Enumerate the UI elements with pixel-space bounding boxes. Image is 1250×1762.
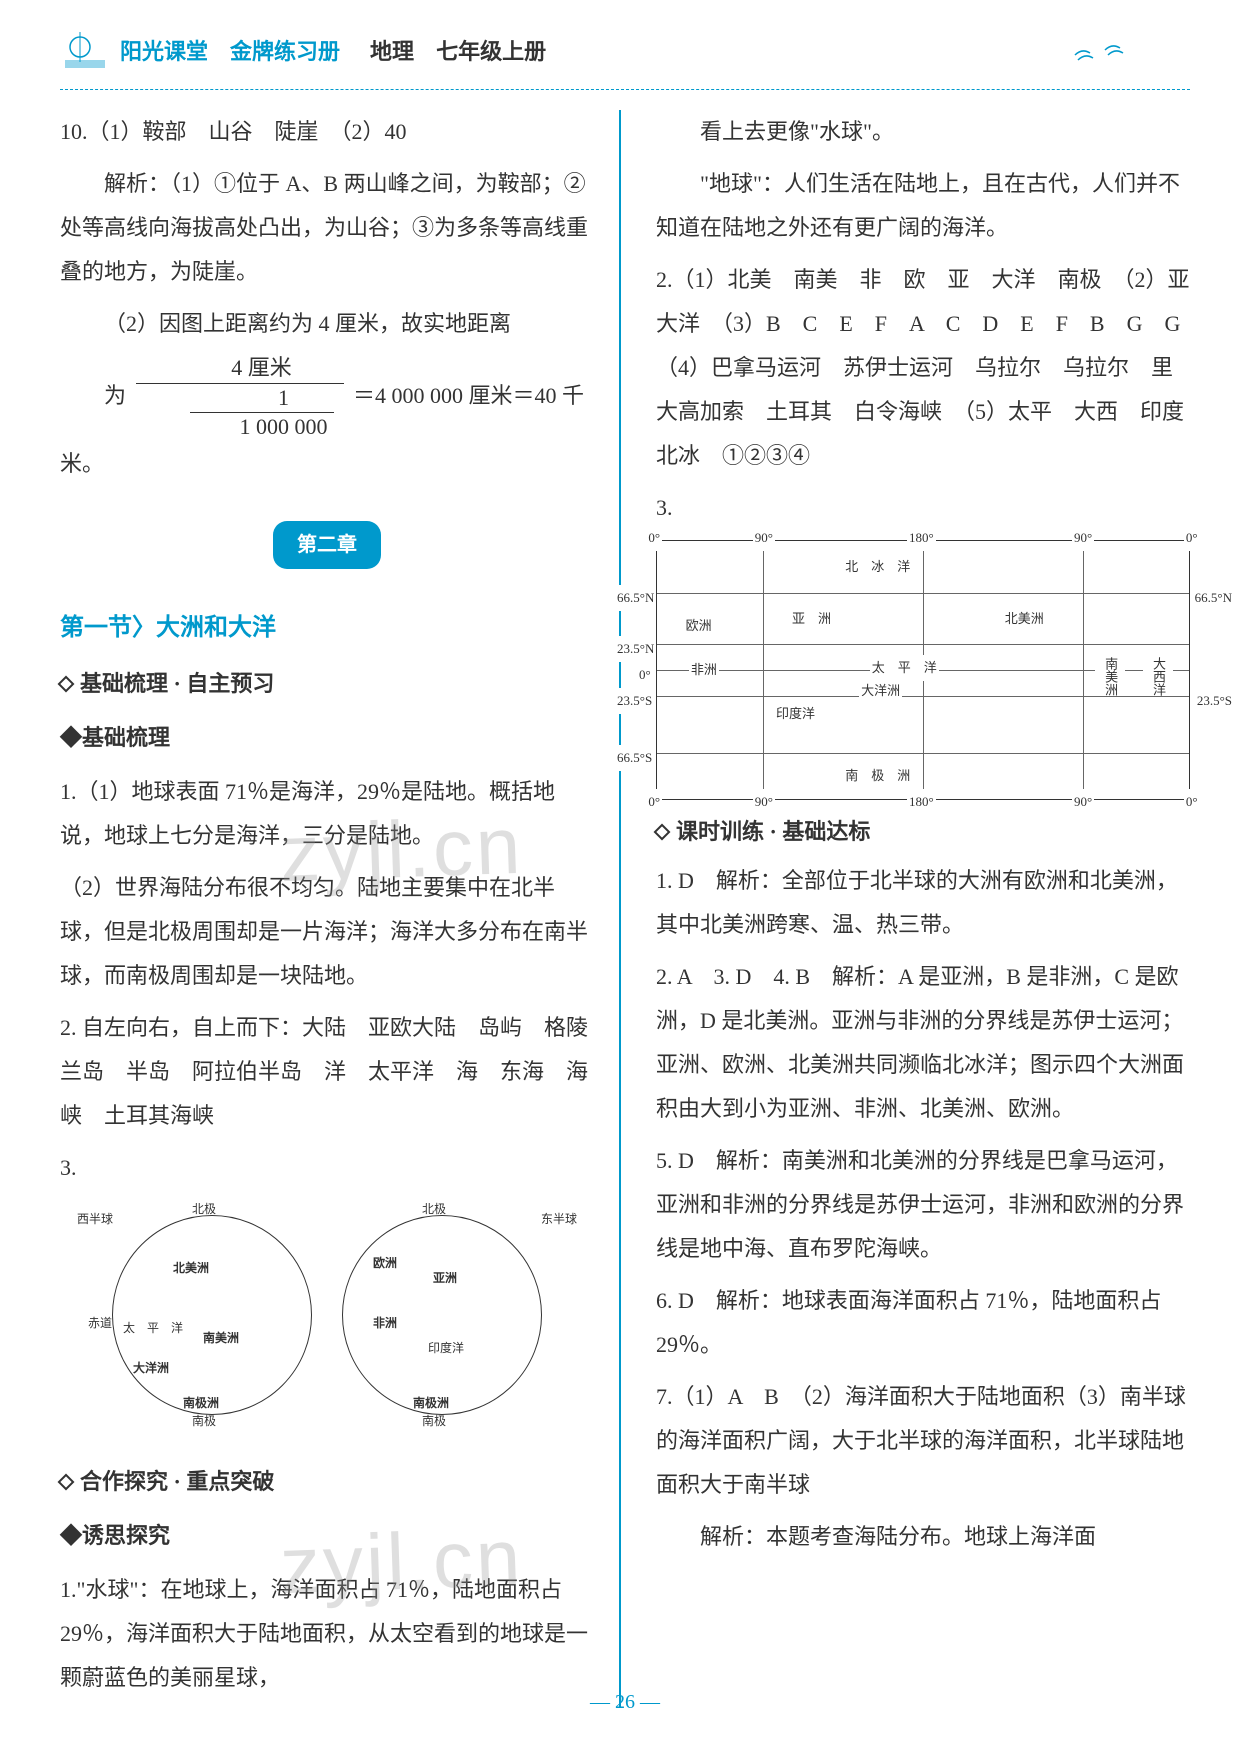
q2: 2.（1）北美 南美 非 欧 亚 大洋 南极 （2）亚 大洋 （3）B C E … <box>656 258 1190 478</box>
a6: 6. D 解析：地球表面海洋面积占 71％，陆地面积占 29％。 <box>656 1279 1190 1367</box>
p1-2: （2）世界海陆分布很不均匀。陆地主要集中在北半球，但是北极周围却是一片海洋；海洋… <box>60 866 594 998</box>
q10-formula: 为 4 厘米 1 1 000 000 ＝4 000 000 厘米＝40 千米。 <box>60 354 594 486</box>
basics-header: ◆基础梳理 <box>60 716 594 760</box>
page-header: 阳光课堂 金牌练习册 地理 七年级上册 <box>60 30 1190 90</box>
tq1: 1."水球"：在地球上，海洋面积占 71％，陆地面积占 29％，海洋面积大于陆地… <box>60 1568 594 1700</box>
p1-1: 1.（1）地球表面 71％是海洋，29％是陆地。概括地说，地球上七分是海洋，三分… <box>60 770 594 858</box>
west-hemisphere: 北美洲 南美洲 赤道 太 平 洋 大洋洲 南极洲 <box>112 1215 312 1415</box>
q10-analysis-1: 解析：（1）①位于 A、B 两山峰之间，为鞍部；②处等高线向海拔高处凸出，为山谷… <box>60 162 594 294</box>
p3-label: 3. <box>60 1146 594 1190</box>
subsection-explore: 合作探究 · 重点突破 <box>60 1460 594 1504</box>
q10-analysis-2: （2）因图上距离约为 4 厘米，故实地距离 <box>60 302 594 346</box>
q3-label: 3. <box>656 486 1190 530</box>
p2: 2. 自左向右，自上而下：大陆 亚欧大陆 岛屿 格陵兰岛 半岛 阿拉伯半岛 洋 … <box>60 1006 594 1138</box>
diamond-icon <box>58 675 75 692</box>
ocean-map: 0° 90° 180° 90° 0° 66.5°N 23.5°N 0° 23.5… <box>656 540 1190 800</box>
diamond-icon <box>654 824 671 841</box>
tq1-earth: "地球"：人们生活在陆地上，且在古代，人们并不知道在陆地之外还有更广阔的海洋。 <box>656 162 1190 250</box>
right-column: 看上去更像"水球"。 "地球"：人们生活在陆地上，且在古代，人们并不知道在陆地之… <box>651 110 1190 1708</box>
fraction: 4 厘米 1 1 000 000 <box>136 354 344 442</box>
q10-answer: 10.（1）鞍部 山谷 陡崖 （2）40 <box>60 110 594 154</box>
tq1-cont: 看上去更像"水球"。 <box>656 110 1190 154</box>
bird-icon <box>1070 40 1130 70</box>
content-columns: 10.（1）鞍部 山谷 陡崖 （2）40 解析：（1）①位于 A、B 两山峰之间… <box>60 110 1190 1708</box>
explore-header: ◆诱思探究 <box>60 1514 594 1558</box>
chapter-badge: 第二章 <box>273 521 381 569</box>
a7: 7.（1）A B （2）海洋面积大于陆地面积（3）南半球的海洋面积广阔，大于北半… <box>656 1375 1190 1507</box>
east-hemisphere: 欧洲 亚洲 非洲 印度洋 南极洲 <box>342 1215 542 1415</box>
page-number: 26 <box>590 1682 660 1722</box>
diamond-icon <box>58 1473 75 1490</box>
a2: 2. A 3. D 4. B 解析：A 是亚洲，B 是非洲，C 是欧洲，D 是北… <box>656 955 1190 1131</box>
subsection-basics: 基础梳理 · 自主预习 <box>60 662 594 706</box>
left-column: 10.（1）鞍部 山谷 陡崖 （2）40 解析：（1）①位于 A、B 两山峰之间… <box>60 110 621 1708</box>
subsection-exercises: 课时训练 · 基础达标 <box>656 810 1190 854</box>
a7-analysis: 解析：本题考查海陆分布。地球上海洋面 <box>656 1515 1190 1559</box>
hemisphere-map: 北极 西半球 北美洲 南美洲 赤道 太 平 洋 大洋洲 南极洲 南极 北极 东半… <box>60 1205 594 1445</box>
a5: 5. D 解析：南美洲和北美洲的分界线是巴拿马运河，亚洲和非洲的分界线是苏伊士运… <box>656 1139 1190 1271</box>
chapter-badge-wrapper: 第二章 <box>60 501 594 589</box>
section-title: 第一节〉大洲和大洋 <box>60 604 594 652</box>
series-name: 阳光课堂 金牌练习册 <box>120 30 340 74</box>
globe-decoration-icon <box>60 32 110 72</box>
a1: 1. D 解析：全部位于北半球的大洲有欧洲和北美洲，其中北美洲跨寒、温、热三带。 <box>656 859 1190 947</box>
subject-grade: 地理 七年级上册 <box>370 30 546 74</box>
